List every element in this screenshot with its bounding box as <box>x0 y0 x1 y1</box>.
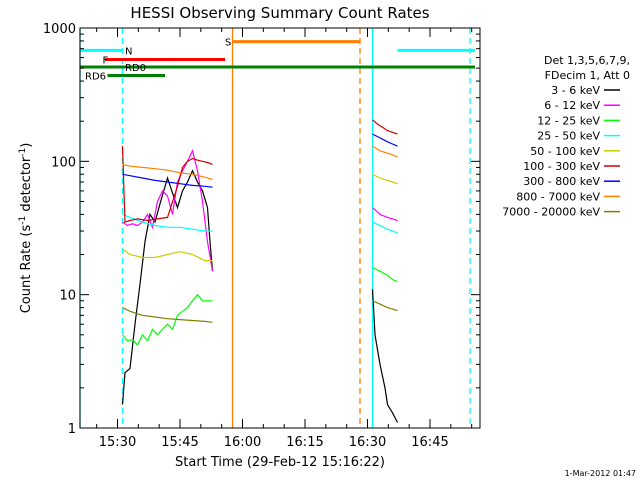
x-tick-label: 15:45 <box>161 435 198 450</box>
legend-entry-label: 25 - 50 keV <box>537 130 600 143</box>
flag-label: N <box>125 46 132 57</box>
legend-entry-label: 12 - 25 keV <box>537 114 600 127</box>
x-tick-label: 16:15 <box>286 435 323 450</box>
plot-frame <box>79 27 481 429</box>
legend-header: FDecim 1, Att 0 <box>545 69 630 82</box>
series-line <box>122 213 213 232</box>
y-tick-label: 1000 <box>43 22 76 37</box>
y-axis-label-mid: detector <box>19 156 34 216</box>
x-tick-label: 16:45 <box>411 435 448 450</box>
series-line <box>372 266 398 283</box>
x-tick-label: 15:30 <box>99 435 136 450</box>
plot-layer: N F S RD0 RD6 <box>79 28 475 428</box>
legend-entry-label: 100 - 300 keV <box>523 160 600 173</box>
series-line <box>121 169 214 405</box>
y-axis-label-sup2: -1 <box>18 148 28 157</box>
y-axis-label: Count Rate (s-1 detector-1) <box>18 143 34 314</box>
y-tick-label: 1 <box>68 422 76 437</box>
legend-entry-label: 50 - 100 keV <box>530 145 600 158</box>
flag-label: RD0 <box>125 63 146 74</box>
y-axis-label-end: ) <box>19 143 34 148</box>
series-line <box>371 289 399 423</box>
series-line <box>122 173 213 188</box>
x-axis-label: Start Time (29-Feb-12 15:16:22) <box>175 455 385 470</box>
series-line <box>372 119 398 135</box>
series-line <box>122 307 213 323</box>
series-line <box>372 133 398 147</box>
legend-header: Det 1,3,5,6,7,9, <box>544 54 630 67</box>
y-axis-label-sup: -1 <box>18 216 28 225</box>
y-axis-label-main: Count Rate (s <box>19 225 34 314</box>
x-tick-label: 16:30 <box>349 435 386 450</box>
series-line <box>121 146 213 223</box>
series-line <box>122 163 213 181</box>
series-line <box>372 221 398 234</box>
series-line <box>372 173 398 185</box>
legend-entry-label: 6 - 12 keV <box>544 99 600 112</box>
flag-label: F <box>103 56 109 67</box>
flag-label: RD6 <box>85 72 106 83</box>
x-axis: 15:30 15:45 16:00 16:15 16:30 16:45 <box>96 28 473 450</box>
legend-entry-label: 800 - 7000 keV <box>516 190 600 203</box>
footer-stamp: 1-Mar-2012 01:47 <box>565 469 636 478</box>
x-tick-label: 16:00 <box>224 435 261 450</box>
chart-title: HESSI Observing Summary Count Rates <box>130 4 429 22</box>
series-line <box>372 145 398 158</box>
y-axis: 1 10 100 1000 <box>43 22 480 437</box>
series-line <box>122 248 213 262</box>
series-line <box>372 207 398 222</box>
series-line <box>122 149 214 272</box>
legend: Det 1,3,5,6,7,9, FDecim 1, Att 0 3 - 6 keV… <box>502 54 630 219</box>
series-line <box>122 293 213 346</box>
y-tick-label: 10 <box>59 289 76 304</box>
y-tick-label: 100 <box>51 155 76 170</box>
legend-entry-label: 3 - 6 keV <box>551 84 600 97</box>
flag-label: S <box>225 38 231 49</box>
series-line <box>372 300 398 312</box>
legend-entry-label: 300 - 800 keV <box>523 175 600 188</box>
legend-entry-label: 7000 - 20000 keV <box>502 206 600 219</box>
